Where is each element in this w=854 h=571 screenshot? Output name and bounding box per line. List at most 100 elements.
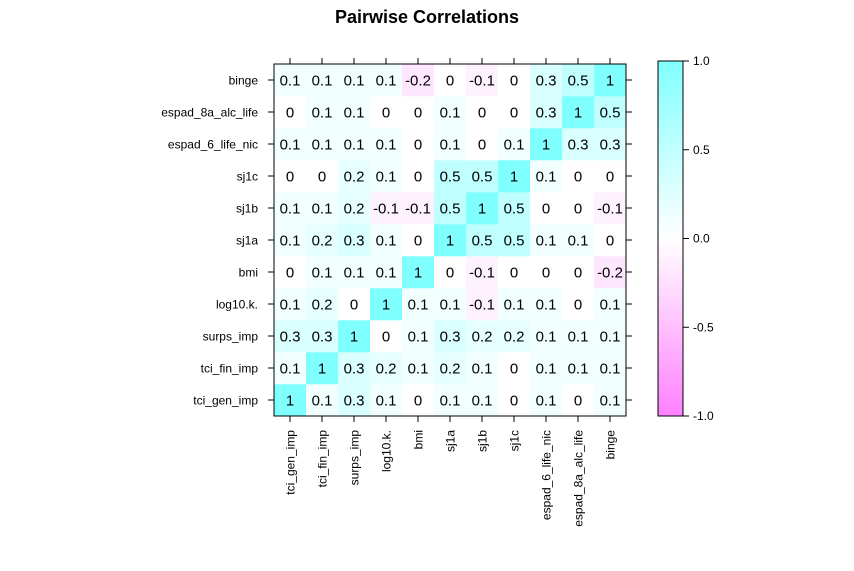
heatmap-cell-surps_imp-log10.k. [338,288,371,321]
x-tick-label: tci_gen_imp [284,430,298,495]
cell-value-label: 0 [318,169,326,186]
colorbar-segment [658,394,683,399]
colorbar-segment [658,281,683,286]
heatmap-cell-sj1c-espad_8a_alc_life [498,96,531,129]
heatmap-cell-espad_8a_alc_life-log10.k. [562,288,595,321]
cell-value-label: -0.1 [405,201,431,218]
heatmap-cell-espad_8a_alc_life-espad_6_life_nic [562,128,595,161]
cell-value-label: 0.2 [344,169,365,186]
cell-value-label: 0.1 [280,361,301,378]
colorbar-segment [658,224,683,229]
y-tick-label: log10.k. [216,298,258,312]
cell-value-label: 0.1 [536,361,557,378]
heatmap-cell-binge-sj1b [594,192,627,225]
x-tick-label: espad_6_life_nic [540,430,554,520]
colorbar-segment [658,107,683,112]
colorbar-tick-label: 1.0 [693,54,710,68]
heatmap-cell-bmi-espad_8a_alc_life [402,96,435,129]
cell-value-label: 0 [286,265,294,282]
cell-value-label: 0 [414,137,422,154]
heatmap-cell-tci_fin_imp-espad_6_life_nic [306,128,339,161]
heatmap-cell-bmi-tci_fin_imp [402,352,435,385]
colorbar-segment [658,171,683,175]
heatmap-cell-bmi-log10.k. [402,288,435,321]
heatmap-cell-sj1c-espad_6_life_nic [498,128,531,161]
cell-value-label: 0.2 [312,297,333,314]
heatmap-cell-bmi-sj1c [402,160,435,193]
colorbar-segment [658,256,683,261]
colorbar-segment [658,284,683,289]
cell-value-label: 0.3 [440,329,461,346]
x-tick-label: sj1c [508,430,522,451]
cell-value-label: 0.3 [280,329,301,346]
heatmap-cell-sj1c-sj1c [498,160,531,193]
colorbar-segment [658,369,683,374]
colorbar-tick-label: 0.0 [693,232,710,246]
colorbar-segment [658,298,683,303]
heatmap-cell-tci_fin_imp-binge [306,64,339,97]
heatmap-cell-log10.k.-sj1b [370,192,403,225]
colorbar-segment [658,139,683,144]
heatmap-cell-sj1a-tci_gen_imp [434,384,467,417]
heatmap-cell-sj1c-bmi [498,256,531,289]
colorbar-segment [658,277,683,282]
heatmap-cell-sj1b-log10.k. [466,288,499,321]
y-tick-label: tci_gen_imp [193,394,258,408]
cell-value-label: 0.1 [536,297,557,314]
cell-value-label: 0.1 [312,73,333,90]
heatmap-cell-binge-sj1a [594,224,627,257]
heatmap-cell-espad_8a_alc_life-sj1b [562,192,595,225]
heatmap-value-labels: 1 0.1 0.3 0.1 0 0.1 0.1 0 0.1 0 0.1 0.1 1 0.3 0.2 0.1 0.… [280,73,623,410]
heatmap-cell-sj1b-bmi [466,256,499,289]
colorbar-segment [658,352,683,357]
cell-value-label: 0 [510,265,518,282]
cell-value-label: 0.5 [472,233,493,250]
cell-value-label: -0.1 [469,297,495,314]
heatmap-cell-sj1c-sj1b [498,192,531,225]
cell-value-label: 1 [478,201,486,218]
heatmap-cell-sj1a-sj1a [434,224,467,257]
heatmap-cell-tci_fin_imp-espad_8a_alc_life [306,96,339,129]
heatmap-cell-sj1a-sj1c [434,160,467,193]
cell-value-label: 1 [574,105,582,122]
heatmap-cell-sj1b-tci_gen_imp [466,384,499,417]
y-tick-label: surps_imp [203,330,259,344]
heatmap-cell-espad_6_life_nic-espad_8a_alc_life [530,96,563,129]
heatmap-cell-tci_gen_imp-espad_6_life_nic [274,128,307,161]
heatmap-cell-surps_imp-espad_8a_alc_life [338,96,371,129]
heatmap-cell-espad_8a_alc_life-binge [562,64,595,97]
cell-value-label: 0.1 [312,265,333,282]
cell-value-label: 0.1 [408,329,429,346]
cell-value-label: 0 [606,169,614,186]
heatmap-cell-binge-tci_gen_imp [594,384,627,417]
heatmap-cell-binge-binge [594,64,627,97]
heatmap-cell-tci_gen_imp-log10.k. [274,288,307,321]
cell-value-label: 0 [574,201,582,218]
colorbar-segment [658,128,683,133]
cell-value-label: 0.1 [568,361,589,378]
colorbar-segment [658,75,683,80]
heatmap-cell-sj1a-espad_8a_alc_life [434,96,467,129]
cell-value-label: 0.1 [376,393,397,410]
cell-value-label: 0.1 [504,137,525,154]
heatmap-cell-tci_gen_imp-tci_gen_imp [274,384,307,417]
heatmap-cell-surps_imp-surps_imp [338,320,371,353]
heatmap-cell-tci_gen_imp-tci_fin_imp [274,352,307,385]
colorbar-segment [658,316,683,321]
heatmap-cell-log10.k.-bmi [370,256,403,289]
cell-value-label: 0.1 [312,393,333,410]
colorbar-segment [658,110,683,115]
colorbar-segment [658,199,683,204]
cell-value-label: 1 [318,361,326,378]
cell-value-label: 0.2 [344,201,365,218]
colorbar-segment [658,82,683,87]
colorbar-segment [658,405,683,410]
heatmap-cell-bmi-binge [402,64,435,97]
cell-value-label: 0 [574,393,582,410]
cell-value-label: 0.1 [536,169,557,186]
cell-value-label: 0.1 [568,329,589,346]
cell-value-label: 0.2 [376,361,397,378]
heatmap-cell-espad_6_life_nic-sj1a [530,224,563,257]
y-tick-label: espad_8a_alc_life [161,106,258,120]
